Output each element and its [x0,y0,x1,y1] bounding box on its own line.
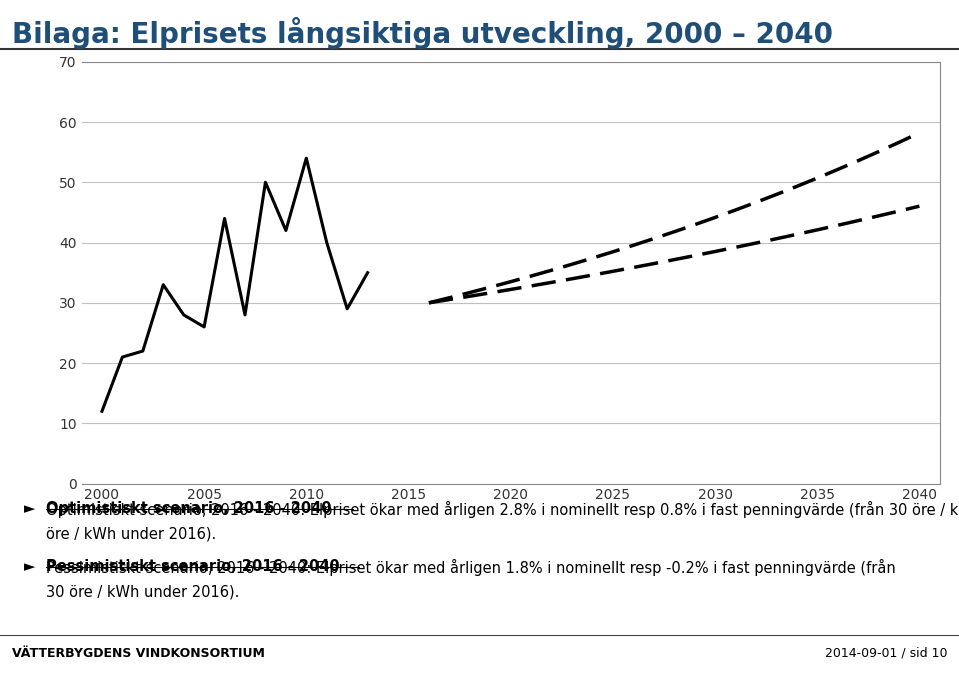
Text: Optimistiskt scenario, 2016 - 2040: Optimistiskt scenario, 2016 - 2040 [46,501,332,516]
Text: Optimistiskt scenario, 2016 - 2040: Elpriset ökar med årligen 2.8% i nominellt r: Optimistiskt scenario, 2016 - 2040: Elpr… [46,501,959,518]
Text: VÄTTERBYGDENS VINDKONSORTIUM: VÄTTERBYGDENS VINDKONSORTIUM [12,647,265,659]
Text: öre / kWh under 2016).: öre / kWh under 2016). [46,526,217,541]
Text: 2014-09-01 / sid 10: 2014-09-01 / sid 10 [825,647,947,659]
Text: Pessimistiskt scenario, 2016 - 2040: Elpriset ökar med årligen 1.8% i nominellt : Pessimistiskt scenario, 2016 - 2040: Elp… [46,559,896,576]
Text: ►: ► [24,501,35,516]
Text: Pessimistiskt scenario, 2016 - 2040: Pessimistiskt scenario, 2016 - 2040 [46,559,339,574]
Text: Bilaga: Elprisets långsiktiga utveckling, 2000 – 2040: Bilaga: Elprisets långsiktiga utveckling… [12,17,832,49]
Text: 30 öre / kWh under 2016).: 30 öre / kWh under 2016). [46,584,240,600]
Text: ►: ► [24,559,35,574]
